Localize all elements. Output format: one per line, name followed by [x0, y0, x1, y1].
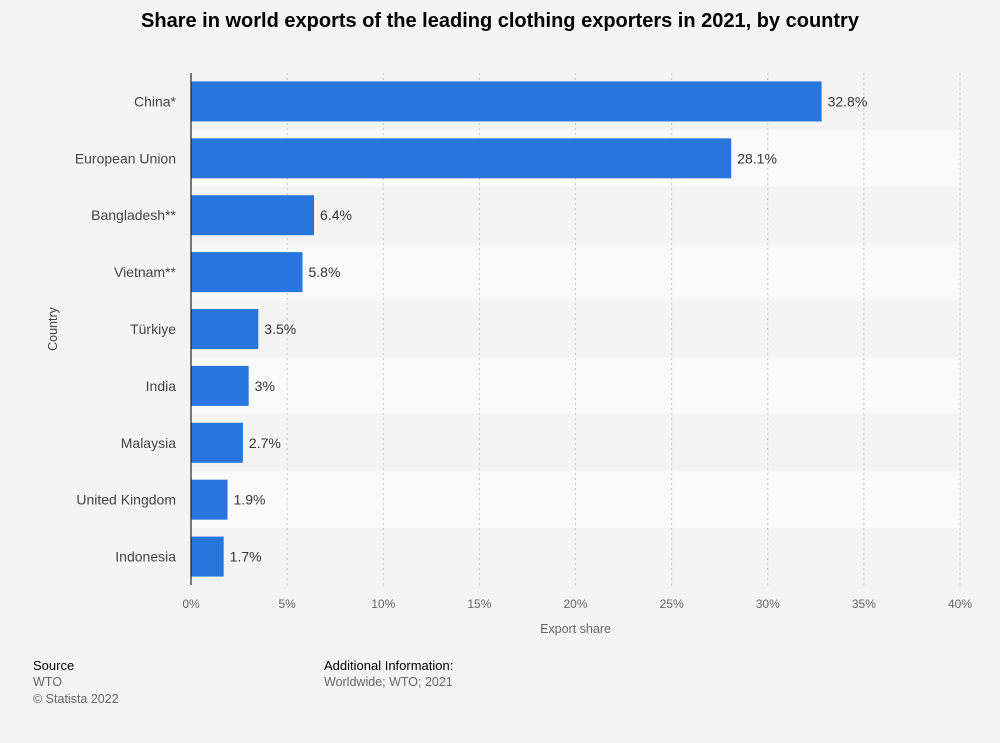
- additional-info-heading: Additional Information:: [324, 658, 454, 673]
- row-band: [191, 414, 960, 472]
- additional-info-block: Additional Information: Worldwide; WTO; …: [324, 657, 453, 691]
- category-labels: China* European Union Bangladesh** Vietnam*…: [75, 93, 177, 564]
- category-label: Indonesia: [115, 549, 176, 565]
- source-value: WTO: [33, 675, 62, 689]
- value-label: 6.4%: [320, 207, 352, 223]
- bar: [191, 422, 243, 463]
- row-band: [191, 243, 960, 301]
- x-tick-label: 25%: [660, 597, 684, 611]
- category-label: United Kingdom: [76, 492, 176, 508]
- value-label: 1.7%: [230, 549, 262, 565]
- additional-info-value: Worldwide; WTO; 2021: [324, 675, 453, 689]
- category-label: Türkiye: [130, 321, 176, 337]
- x-tick-label: 0%: [182, 597, 200, 611]
- value-label: 2.7%: [249, 435, 281, 451]
- value-label: 3%: [255, 378, 275, 394]
- x-tick-label: 20%: [563, 597, 587, 611]
- x-axis-label: Export share: [540, 622, 611, 636]
- category-label: European Union: [75, 150, 176, 166]
- x-tick-label: 30%: [756, 597, 780, 611]
- bar-chart: China* European Union Bangladesh** Vietnam*…: [46, 73, 972, 636]
- x-tick-label: 40%: [948, 597, 972, 611]
- category-label: Vietnam**: [114, 264, 177, 280]
- bars: [191, 81, 822, 577]
- category-label: Malaysia: [121, 435, 176, 451]
- bar: [191, 138, 732, 179]
- value-labels: 32.8% 28.1% 6.4% 5.8% 3.5% 3% 2.7% 1.9% 1.7%: [230, 93, 868, 564]
- value-label: 5.8%: [309, 264, 341, 280]
- row-band: [191, 357, 960, 415]
- bar: [191, 195, 315, 236]
- x-tick-label: 5%: [278, 597, 296, 611]
- chart-title: Share in world exports of the leading cl…: [141, 10, 859, 32]
- copyright: © Statista 2022: [33, 692, 119, 706]
- category-label: Bangladesh**: [91, 207, 176, 223]
- row-band: [191, 528, 960, 585]
- bar: [191, 479, 228, 520]
- y-axis-label: Country: [46, 306, 60, 351]
- x-tick-label: 15%: [467, 597, 491, 611]
- bar: [191, 309, 259, 349]
- category-label: India: [146, 378, 177, 394]
- bar: [191, 81, 822, 122]
- x-tick-label: 10%: [371, 597, 395, 611]
- x-tick-labels: 0% 5% 10% 15% 20% 25% 30% 35% 40%: [182, 597, 972, 611]
- x-tick-label: 35%: [852, 597, 876, 611]
- value-label: 1.9%: [234, 492, 266, 508]
- source-block: Source WTO © Statista 2022: [33, 657, 119, 708]
- category-label: China*: [134, 93, 177, 109]
- bar: [191, 365, 249, 406]
- source-heading: Source: [33, 658, 75, 673]
- value-label: 28.1%: [737, 150, 777, 166]
- bar: [191, 252, 303, 293]
- value-label: 32.8%: [828, 93, 868, 109]
- value-label: 3.5%: [264, 321, 296, 337]
- bar: [191, 536, 224, 577]
